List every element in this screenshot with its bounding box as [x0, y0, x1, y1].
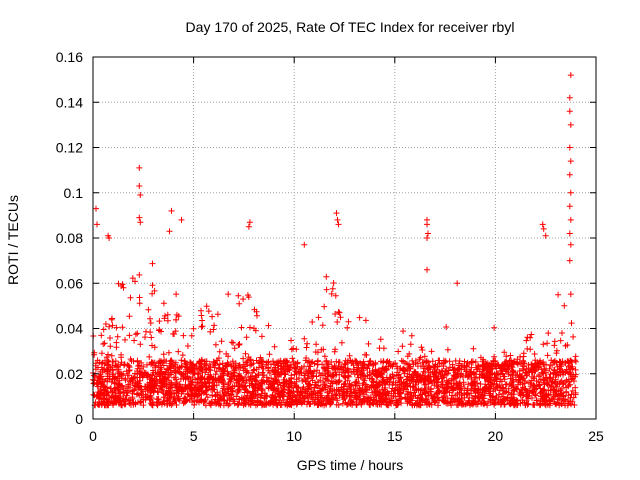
y-tick-label: 0.14: [56, 94, 83, 110]
chart-title: Day 170 of 2025, Rate Of TEC Index for r…: [186, 19, 515, 35]
x-tick-label: 25: [588, 428, 604, 444]
data-points: [90, 72, 579, 409]
y-tick-label: 0.06: [56, 275, 83, 291]
y-tick-label: 0: [75, 411, 83, 427]
y-tick-label: 0.16: [56, 49, 83, 65]
y-axis-label: ROTI / TECUs: [5, 195, 21, 285]
x-tick-label: 5: [190, 428, 198, 444]
x-tick-label: 10: [286, 428, 302, 444]
roti-plus-markers: [90, 72, 579, 409]
x-axis-label: GPS time / hours: [297, 457, 404, 473]
x-tick-labels: 0 5 10 15 20 25: [89, 428, 604, 444]
y-tick-label: 0.02: [56, 366, 83, 382]
y-tick-labels: 0 0.02 0.04 0.06 0.08 0.1 0.12 0.14 0.16: [56, 49, 83, 427]
grid-lines: [93, 57, 596, 419]
y-tick-label: 0.1: [64, 185, 84, 201]
x-tick-label: 15: [387, 428, 403, 444]
tick-marks: [92, 56, 597, 420]
x-tick-label: 0: [89, 428, 97, 444]
x-tick-label: 20: [488, 428, 504, 444]
y-tick-label: 0.12: [56, 140, 83, 156]
y-tick-label: 0.04: [56, 321, 83, 337]
y-tick-label: 0.08: [56, 230, 83, 246]
